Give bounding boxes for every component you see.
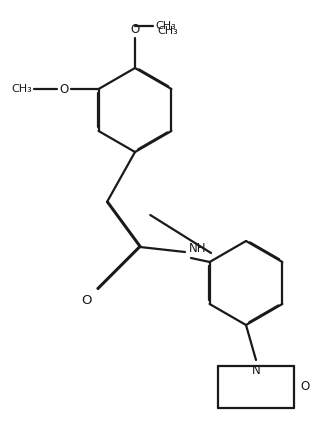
Text: N: N: [251, 364, 260, 377]
Text: NH: NH: [189, 243, 206, 255]
Text: O: O: [60, 82, 69, 96]
Text: CH₃: CH₃: [155, 21, 176, 31]
Text: CH₃: CH₃: [11, 84, 32, 94]
Text: O: O: [130, 23, 140, 36]
Text: O: O: [81, 294, 91, 307]
Text: O: O: [300, 380, 309, 393]
Text: CH₃: CH₃: [157, 26, 178, 36]
